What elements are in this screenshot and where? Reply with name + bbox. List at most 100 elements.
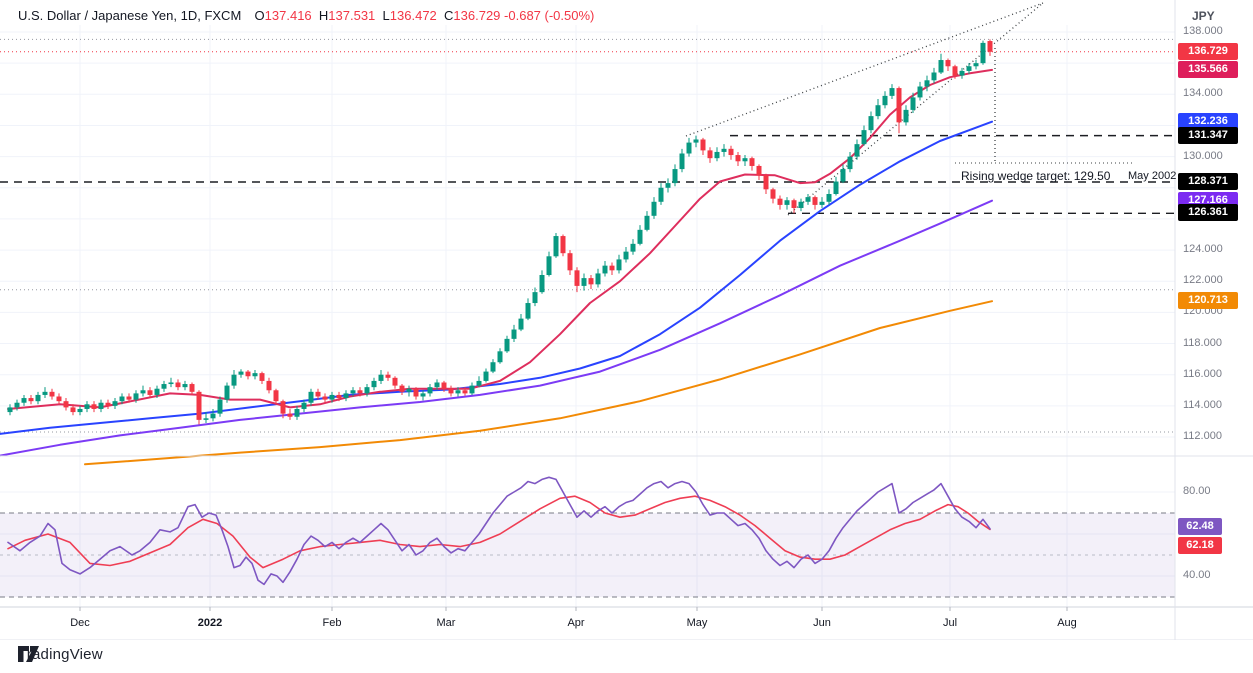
candle-up [217,399,223,414]
candle-up [154,388,160,395]
candle-up [630,243,636,252]
candle-up [714,151,720,159]
rsi-signal-line [7,495,991,569]
candle-up [343,393,349,399]
candle-up [210,413,216,419]
candle-down [273,390,279,402]
candle-up [875,105,881,117]
candle-up [35,394,41,402]
candle-up [924,80,930,87]
candle-up [511,329,517,339]
candle-up [679,153,685,170]
candle-up [840,169,846,182]
candle-up [651,201,657,216]
candle-up [665,183,671,188]
candle-up [182,384,188,388]
candle-up [721,148,727,152]
candle-up [427,387,433,394]
candle-up [455,390,461,394]
candle-down [63,401,69,408]
candle-up [42,391,48,395]
candle-up [350,390,356,394]
candle-down [945,60,951,67]
candle-up [644,215,650,230]
candle-up [497,351,503,363]
footer-bar: TradingView [0,640,1253,673]
candle-down [413,388,419,397]
candle-down [385,374,391,378]
candle-up [861,130,867,145]
candle-up [161,384,167,389]
ma-100-line [0,199,993,457]
candle-down [441,382,447,389]
candle-up [308,391,314,403]
candle-up [98,402,104,409]
candle-up [938,60,944,73]
candle-up [532,292,538,304]
candle-up [294,408,300,417]
candle-down [49,391,55,397]
candle-up [518,318,524,330]
candle-up [623,251,629,260]
candle-up [595,273,601,285]
candle-down [70,407,76,413]
candle-down [175,382,181,388]
ma-21-line [7,68,993,410]
candle-down [266,380,272,391]
candle-up [966,66,972,71]
candle-up [910,97,916,110]
candle-down [777,198,783,205]
candle-up [112,401,118,406]
candle-down [357,390,363,394]
candle-up [119,396,125,402]
tradingview-logo[interactable]: TradingView [18,646,103,663]
candle-up [686,142,692,154]
candle-up [616,259,622,271]
candle-up [420,393,426,397]
candle-down [770,189,776,199]
candle-up [231,374,237,386]
candle-up [980,42,986,64]
rsi-line [7,476,991,586]
candle-down [588,278,594,285]
candle-up [882,95,888,106]
candle-up [742,158,748,162]
candle-down [245,371,251,377]
candle-up [378,374,384,381]
candle-up [434,382,440,388]
candle-up [21,398,27,403]
candle-up [84,404,90,409]
candle-up [371,380,377,388]
candle-up [889,88,895,96]
candle-up [637,229,643,244]
candle-up [133,393,139,400]
candle-up [504,338,510,352]
candle-up [798,201,804,209]
candle-down [462,390,468,394]
candle-down [259,373,265,381]
candle-up [476,380,482,386]
tradingview-logo-icon [18,646,39,662]
candle-up [238,371,244,375]
candle-up [553,236,559,257]
candle-down [987,41,993,52]
candle-up [917,86,923,98]
candle-up [469,385,475,394]
candle-up [483,371,489,381]
candle-up [77,408,83,413]
candle-up [14,402,20,408]
candle-down [567,253,573,271]
ma-200-line [84,300,993,466]
candle-down [560,236,566,254]
candle-down [287,413,293,417]
candle-up [406,388,412,392]
candle-up [140,390,146,394]
candle-down [609,265,615,271]
candle-down [952,66,958,76]
candle-down [749,158,755,166]
candle-down [763,175,769,190]
candle-down [707,150,713,159]
candle-down [196,391,202,420]
